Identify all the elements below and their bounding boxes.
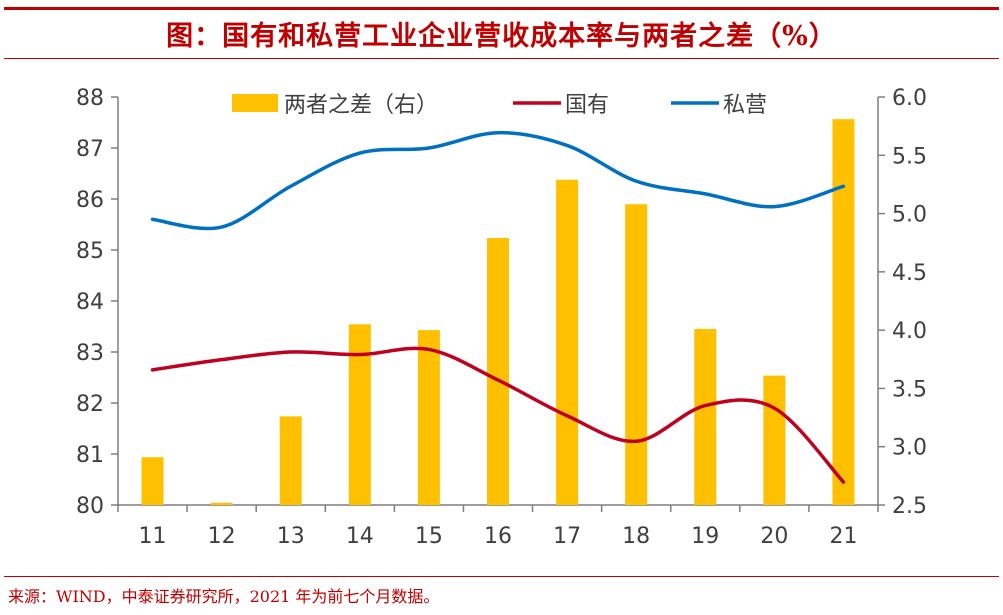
x-tick-label: 20 (760, 524, 788, 549)
y-left-tick-label: 83 (76, 341, 104, 366)
y-left-tick-label: 82 (76, 392, 104, 417)
source-note: 来源：WIND，中泰证券研究所，2021 年为前七个月数据。 (8, 587, 440, 606)
y-left-tick-label: 81 (76, 443, 104, 468)
x-tick-label: 14 (346, 524, 374, 549)
bar-diff (417, 330, 440, 505)
legend-label: 国有 (565, 93, 609, 118)
x-tick-label: 13 (277, 524, 305, 549)
y-right-tick-label: 5.5 (892, 144, 927, 169)
y-right-tick-label: 3.0 (892, 436, 927, 461)
y-right-tick-label: 4.0 (892, 319, 927, 344)
y-right-tick-label: 6.0 (892, 86, 927, 111)
lines-layer (150, 130, 846, 484)
y-left-tick-label: 86 (76, 188, 104, 213)
x-tick-label: 17 (553, 524, 581, 549)
bar-diff (763, 375, 786, 505)
bars-layer (141, 119, 855, 506)
bar-diff (210, 502, 233, 505)
legend-swatch-bar (232, 94, 278, 112)
chart-title: 图：国有和私营工业企业营收成本率与两者之差（%） (166, 21, 837, 52)
legend-label: 私营 (723, 93, 767, 118)
bar-diff (487, 238, 509, 505)
x-tick-label: 21 (829, 524, 857, 549)
x-tick-label: 19 (691, 524, 719, 549)
chart-svg: 80 81 82 83 84 85 86 87 88 2.5 3.0 3.5 4.0 4.5 5.0 5.5 6… (76, 86, 927, 549)
legend-item-state-owned: 国有 (513, 93, 609, 118)
bar-diff (556, 179, 579, 505)
y-right-tick-label: 2.5 (892, 494, 927, 519)
bar-diff (279, 416, 302, 505)
y-right-tick-label: 3.5 (892, 377, 927, 402)
chart-area: 80 81 82 83 84 85 86 87 88 2.5 3.0 3.5 4.0 4.5 5.0 5.5 6… (0, 62, 1003, 562)
legend-item-diff: 两者之差（右） (232, 93, 438, 118)
title-rule-bottom (4, 58, 999, 59)
bar-diff (832, 119, 855, 506)
bar-diff (694, 328, 717, 505)
x-tick-label: 11 (139, 524, 167, 549)
bar-diff (141, 457, 164, 505)
source-rule (4, 576, 999, 577)
axes: 80 81 82 83 84 85 86 87 88 2.5 3.0 3.5 4.0 4.5 5.0 5.5 6… (76, 86, 927, 549)
line-private (150, 130, 846, 231)
y-left-tick-label: 85 (76, 239, 104, 264)
legend-label: 两者之差（右） (284, 93, 438, 118)
title-bar: 图：国有和私营工业企业营收成本率与两者之差（%） (0, 0, 1003, 62)
y-right-tick-label: 5.0 (892, 203, 927, 228)
legend: 两者之差（右） 国有 私营 (232, 93, 767, 118)
x-tick-label: 18 (622, 524, 650, 549)
y-left-tick-label: 88 (76, 86, 104, 111)
y-right-tick-label: 4.5 (892, 261, 927, 286)
x-tick-label: 12 (208, 524, 236, 549)
bar-diff (625, 204, 648, 505)
title-rule-top (4, 7, 999, 10)
x-tick-label: 15 (415, 524, 443, 549)
legend-item-private: 私营 (671, 93, 767, 118)
y-left-tick-label: 87 (76, 137, 104, 162)
bar-diff (348, 324, 371, 505)
x-tick-label: 16 (484, 524, 512, 549)
line-state-owned (150, 346, 846, 484)
y-left-tick-label: 80 (76, 494, 104, 519)
y-left-tick-label: 84 (76, 290, 104, 315)
